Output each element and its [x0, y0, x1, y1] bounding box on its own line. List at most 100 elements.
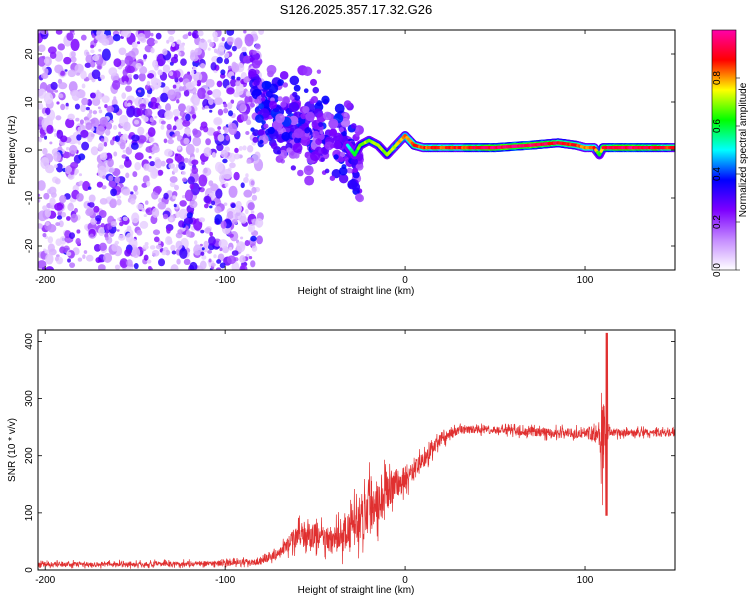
- spectrogram-noise-blob: [231, 250, 239, 256]
- spectrogram-noise-blob: [172, 125, 177, 131]
- spectrogram-noise-blob: [43, 192, 50, 200]
- x-tick-label: 0: [402, 575, 408, 586]
- spectrogram-noise-blob: [228, 122, 238, 135]
- spectrogram-noise-blob: [124, 249, 132, 257]
- spectrogram-ridge-blob: [329, 120, 338, 129]
- spectrogram-noise-blob: [116, 198, 122, 206]
- spectrogram-noise-blob: [147, 73, 155, 79]
- spectrogram-noise-blob: [180, 58, 187, 66]
- spectrogram-noise-blob: [137, 33, 146, 42]
- spectrogram-noise-blob: [256, 235, 263, 245]
- spectrogram-noise-blob: [122, 188, 131, 196]
- spectrogram-noise-blob: [125, 172, 130, 179]
- spectrogram-noise-blob: [151, 145, 160, 154]
- spectrogram-noise-blob: [132, 171, 138, 178]
- spectrogram-noise-blob: [189, 200, 198, 209]
- spectrogram-noise-blob: [205, 138, 211, 146]
- spectrogram-noise-blob: [192, 66, 197, 72]
- spectrogram-noise-blob: [111, 243, 119, 252]
- spectrogram-noise-blob: [245, 130, 250, 135]
- spectrogram-noise-blob: [149, 160, 156, 167]
- spectrogram-noise-blob: [174, 118, 184, 131]
- spectrogram-ridge-blob: [352, 171, 360, 179]
- spectrogram-noise-blob: [242, 55, 253, 64]
- spectrogram-noise-blob: [152, 59, 159, 69]
- spectrogram-noise-blob: [54, 178, 61, 185]
- spectrogram-ridge-blob: [338, 174, 349, 184]
- spectrogram-noise-blob: [125, 85, 133, 92]
- spectrogram-noise-blob: [106, 105, 115, 113]
- spectrogram-noise-blob: [174, 130, 181, 137]
- spectrogram-ridge-blob: [265, 90, 273, 98]
- spectrogram-noise-blob: [43, 113, 47, 117]
- spectrogram-noise-blob: [43, 68, 49, 75]
- spectrogram-noise-blob: [157, 69, 163, 76]
- spectrogram-noise-blob: [191, 114, 197, 119]
- spectrogram-noise-blob: [131, 134, 140, 142]
- spectrogram-ridge-blob: [310, 95, 319, 104]
- colorbar-ticks: 0.0 0.2 0.4 0.6 0.8: [712, 71, 740, 277]
- spectrogram-noise-blob: [38, 198, 41, 203]
- spectrogram-noise-blob: [142, 244, 149, 250]
- spectrogram-noise-blob: [42, 233, 47, 238]
- spectrogram-noise-blob: [60, 135, 68, 143]
- spectrogram-noise-blob: [90, 146, 99, 156]
- spectrogram-noise-blob: [239, 264, 248, 270]
- spectrogram-noise-blob: [66, 216, 71, 221]
- spectrogram-noise-blob: [166, 227, 171, 234]
- spectrogram-noise-blob: [108, 67, 118, 76]
- spectrogram-noise-blob: [189, 183, 194, 190]
- spectrogram-ridge-blob: [346, 167, 353, 174]
- spectrogram-noise-blob: [43, 58, 50, 64]
- spectrogram-ridge-blob: [318, 121, 324, 128]
- spectrogram-noise-blob: [42, 147, 48, 155]
- spectrogram-noise-blob: [137, 135, 147, 144]
- spectrogram-noise-blob: [157, 201, 167, 210]
- colorbar: 0.0 0.2 0.4 0.6 0.8 Normalized spectral ampl…: [711, 29, 749, 277]
- spectrogram-noise-blob: [155, 244, 162, 250]
- spectrogram-noise-blob: [226, 87, 235, 95]
- spectrogram-noise-blob: [61, 211, 67, 218]
- spectrogram-noise-blob: [99, 116, 109, 127]
- spectrogram-noise-blob: [182, 34, 189, 40]
- spectrogram-noise-blob: [126, 65, 135, 74]
- spectrogram-ridge-blob: [267, 126, 275, 135]
- spectrogram-noise-blob: [126, 105, 136, 118]
- spectrogram-noise-blob: [98, 48, 102, 52]
- spectrogram-ridge-blob: [324, 168, 330, 174]
- spectrogram-ridge-blob: [310, 78, 318, 86]
- spectrogram-noise-blob: [120, 30, 128, 37]
- spectrogram-noise-blob: [171, 250, 177, 255]
- spectrogram-noise-blob: [243, 189, 253, 198]
- spectrogram-noise-blob: [200, 229, 205, 234]
- spectrogram-noise-blob: [247, 145, 254, 153]
- spectrogram-ridge-blob: [343, 156, 349, 162]
- spectrogram-noise-blob: [58, 94, 64, 99]
- spectrogram-noise-blob: [196, 79, 202, 86]
- spectrogram-noise-blob: [162, 213, 169, 220]
- spectrogram-noise-blob: [217, 133, 225, 142]
- spectrogram-noise-blob: [192, 32, 197, 39]
- spectrogram-noise-blob: [236, 76, 241, 81]
- spectrogram-noise-blob: [203, 203, 209, 209]
- spectrogram-noise-blob: [223, 108, 229, 114]
- spectrogram-ridge-blob: [339, 151, 346, 158]
- spectrogram-noise-blob: [134, 152, 144, 161]
- spectrogram-noise-blob: [223, 103, 228, 108]
- spectrogram-noise-blob: [216, 80, 223, 88]
- spectrogram-noise-blob: [219, 262, 226, 269]
- y-tick-label: 0: [24, 567, 35, 573]
- spectrogram-noise-blob: [121, 92, 127, 99]
- spectrogram-noise-blob: [129, 198, 136, 205]
- spectrogram-noise-blob: [122, 216, 128, 222]
- spectrogram-noise-blob: [133, 73, 139, 80]
- spectrogram-noise-blob: [242, 51, 247, 57]
- spectrogram-noise-blob: [240, 112, 249, 122]
- spectrogram-noise-blob: [44, 249, 50, 254]
- spectrogram-ridge-blob: [316, 69, 322, 74]
- spectrogram-noise-blob: [118, 131, 122, 136]
- spectrogram-noise-blob: [192, 71, 203, 82]
- spectrogram-noise-blob: [38, 223, 43, 229]
- spectrogram-noise-blob: [53, 151, 62, 162]
- spectrogram-ridge-blob: [260, 93, 266, 98]
